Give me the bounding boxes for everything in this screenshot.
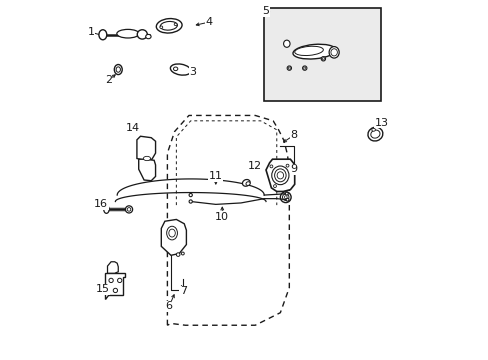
Polygon shape	[265, 159, 294, 192]
Ellipse shape	[371, 129, 375, 131]
Ellipse shape	[181, 252, 184, 255]
Text: 7: 7	[180, 286, 187, 296]
Ellipse shape	[287, 67, 290, 69]
Ellipse shape	[143, 156, 150, 161]
Ellipse shape	[285, 164, 288, 167]
Text: 1: 1	[87, 27, 94, 37]
Ellipse shape	[125, 206, 132, 213]
Text: 14: 14	[125, 123, 140, 133]
Ellipse shape	[116, 67, 120, 72]
Ellipse shape	[99, 30, 106, 40]
Ellipse shape	[245, 182, 250, 185]
Ellipse shape	[330, 49, 337, 56]
Ellipse shape	[174, 23, 177, 26]
Polygon shape	[137, 136, 155, 160]
Ellipse shape	[328, 46, 339, 58]
Ellipse shape	[277, 172, 283, 179]
Ellipse shape	[189, 193, 192, 197]
Ellipse shape	[170, 64, 190, 75]
Ellipse shape	[127, 208, 131, 211]
Ellipse shape	[109, 278, 113, 283]
Text: 13: 13	[374, 118, 387, 128]
Ellipse shape	[285, 198, 288, 201]
Ellipse shape	[274, 169, 285, 182]
Ellipse shape	[370, 130, 379, 138]
Text: 9: 9	[290, 164, 297, 174]
Ellipse shape	[283, 40, 289, 47]
Text: 8: 8	[290, 130, 297, 140]
Ellipse shape	[302, 66, 306, 70]
Polygon shape	[107, 262, 118, 273]
Ellipse shape	[280, 192, 290, 203]
Ellipse shape	[173, 67, 178, 71]
Ellipse shape	[168, 229, 175, 237]
Ellipse shape	[189, 200, 192, 203]
Ellipse shape	[160, 22, 177, 30]
Ellipse shape	[103, 206, 109, 213]
Bar	[264, 8, 380, 101]
Text: 6: 6	[165, 301, 172, 311]
Ellipse shape	[242, 180, 249, 186]
Ellipse shape	[156, 19, 182, 33]
Text: 10: 10	[215, 212, 229, 221]
Text: 4: 4	[204, 17, 212, 27]
Text: 2: 2	[104, 75, 112, 85]
Ellipse shape	[286, 66, 291, 70]
Ellipse shape	[292, 44, 335, 59]
Text: 15: 15	[96, 284, 110, 294]
Ellipse shape	[321, 57, 325, 61]
Ellipse shape	[367, 127, 382, 141]
Ellipse shape	[137, 30, 147, 39]
Ellipse shape	[117, 278, 122, 283]
Text: 11: 11	[208, 171, 223, 181]
Ellipse shape	[271, 166, 288, 185]
Ellipse shape	[269, 165, 272, 168]
Polygon shape	[139, 159, 155, 181]
Polygon shape	[104, 273, 125, 299]
Text: 5: 5	[262, 6, 269, 17]
Ellipse shape	[285, 192, 287, 195]
Ellipse shape	[303, 67, 305, 69]
Ellipse shape	[282, 194, 288, 201]
Ellipse shape	[160, 26, 163, 28]
Ellipse shape	[114, 64, 122, 75]
Ellipse shape	[176, 253, 180, 256]
Ellipse shape	[117, 30, 139, 38]
Ellipse shape	[145, 35, 151, 39]
Ellipse shape	[166, 226, 177, 240]
Ellipse shape	[284, 196, 286, 199]
Polygon shape	[161, 220, 186, 255]
Text: 16: 16	[94, 199, 108, 210]
Text: 3: 3	[189, 67, 196, 77]
Text: 12: 12	[248, 161, 262, 171]
Ellipse shape	[273, 185, 276, 188]
Ellipse shape	[294, 46, 323, 55]
Ellipse shape	[113, 288, 117, 293]
Ellipse shape	[322, 58, 324, 60]
